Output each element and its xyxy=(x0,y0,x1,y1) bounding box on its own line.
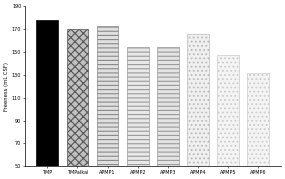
Bar xyxy=(127,47,148,166)
Bar xyxy=(157,47,179,166)
Bar xyxy=(67,29,88,166)
Bar xyxy=(97,26,119,166)
Bar xyxy=(187,34,209,166)
Bar xyxy=(36,20,58,166)
Bar xyxy=(217,55,239,166)
Y-axis label: Freeness (mL CSF): Freeness (mL CSF) xyxy=(4,62,9,111)
Bar xyxy=(247,72,269,166)
